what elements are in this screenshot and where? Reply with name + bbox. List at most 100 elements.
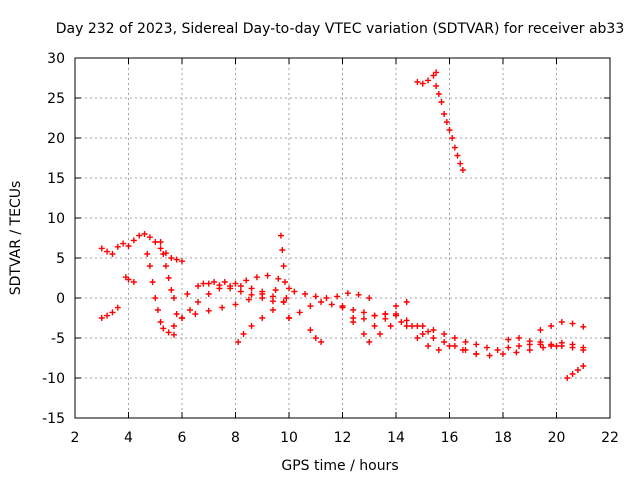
data-point: [435, 91, 442, 97]
data-point: [376, 331, 383, 337]
data-point: [125, 276, 132, 283]
axes: 2 4 6 8 10 12 14 16 18 20 22 -15 -10 -5 0 5 10 15 20 25 30: [42, 51, 619, 446]
y-tick-label: -5: [51, 331, 65, 347]
data-point: [149, 279, 156, 285]
data-point: [281, 279, 288, 285]
data-point: [355, 291, 362, 298]
data-point: [513, 349, 520, 356]
data-point: [473, 351, 480, 357]
data-point: [553, 343, 560, 349]
data-point: [168, 287, 175, 293]
y-tick-label: 30: [47, 51, 65, 67]
data-point: [433, 83, 440, 89]
data-point: [312, 293, 319, 300]
chart-title: Day 232 of 2023, Sidereal Day-to-day VTE…: [56, 21, 625, 37]
data-point: [130, 237, 137, 244]
series-track-j: [200, 272, 282, 287]
data-point: [360, 315, 367, 322]
series-track-e: [144, 251, 177, 338]
data-point: [114, 304, 121, 311]
data-point: [398, 319, 405, 325]
data-point: [187, 307, 194, 313]
y-tick-label: -10: [42, 371, 65, 387]
data-point: [269, 307, 276, 313]
data-point: [360, 331, 367, 337]
data-point: [259, 315, 266, 321]
data-point: [240, 331, 247, 337]
data-point: [486, 352, 493, 359]
data-point: [243, 277, 250, 284]
data-point: [339, 303, 346, 309]
data-point: [548, 323, 555, 329]
data-point: [387, 323, 394, 329]
data-point: [296, 309, 303, 316]
data-point: [205, 307, 212, 314]
x-tick-label: 12: [334, 430, 352, 446]
data-point: [443, 119, 450, 125]
data-point: [569, 341, 576, 348]
data-point: [235, 339, 242, 345]
data-point: [264, 272, 271, 279]
data-point: [441, 339, 448, 345]
data-point: [277, 232, 284, 239]
series-track-z: [564, 363, 587, 381]
data-point: [157, 245, 164, 252]
data-point: [371, 323, 378, 329]
data-point: [526, 338, 533, 345]
data-point: [462, 339, 469, 345]
data-point: [269, 298, 276, 305]
data-point: [451, 343, 458, 349]
data-point: [192, 311, 199, 317]
x-tick-label: 8: [231, 430, 240, 446]
data-point: [286, 315, 292, 321]
data-point: [441, 111, 448, 117]
x-tick-label: 2: [71, 430, 80, 446]
plot-frame: [74, 57, 611, 419]
data-point: [371, 312, 378, 319]
data-point: [109, 309, 116, 316]
data-point: [414, 335, 421, 341]
data-point: [248, 323, 255, 329]
data-point: [366, 339, 373, 345]
data-point: [451, 335, 458, 341]
data-point: [312, 335, 319, 341]
data-point: [170, 295, 177, 301]
data-point: [302, 291, 309, 297]
data-point: [430, 72, 437, 79]
data-point: [168, 255, 175, 261]
data-point: [195, 299, 202, 305]
series-track-s: [393, 311, 442, 353]
data-point: [494, 347, 501, 353]
data-point: [323, 295, 330, 301]
data-point: [162, 263, 169, 269]
series-track-y: [537, 319, 587, 333]
x-tick-label: 14: [387, 430, 405, 446]
data-point: [130, 279, 137, 285]
data-point: [318, 339, 325, 345]
data-point: [280, 263, 287, 269]
data-point: [245, 296, 252, 303]
series-track-k: [235, 299, 287, 345]
data-point: [540, 344, 547, 351]
series-track-q: [350, 311, 432, 335]
data-point: [537, 341, 544, 348]
series-track-h: [173, 280, 276, 317]
data-point: [430, 335, 437, 341]
data-point: [146, 263, 153, 269]
x-tick-label: 4: [124, 430, 133, 446]
y-tick-label: 25: [47, 91, 65, 107]
data-point: [483, 344, 490, 351]
series-track-i: [179, 285, 292, 321]
data-point: [157, 319, 164, 325]
data-point: [184, 291, 191, 297]
data-point: [537, 327, 544, 333]
data-point: [98, 315, 105, 321]
data-point: [580, 363, 587, 369]
series-track-o: [307, 327, 325, 345]
data-point: [144, 251, 151, 257]
data-point: [328, 301, 335, 308]
series-track-f: [157, 239, 177, 301]
series-track-x: [505, 335, 587, 351]
data-point: [272, 287, 279, 293]
data-point: [419, 331, 426, 337]
